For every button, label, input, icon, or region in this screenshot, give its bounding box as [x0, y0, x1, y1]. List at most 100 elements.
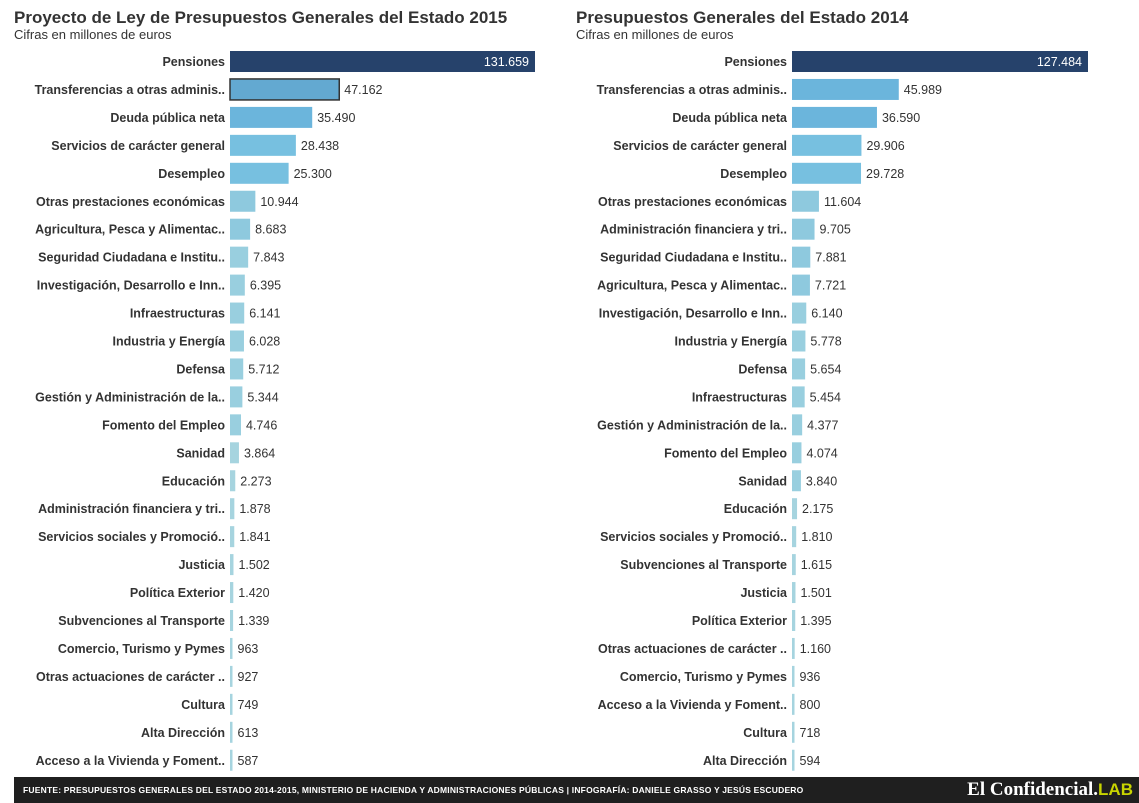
bar[interactable]: [230, 51, 535, 72]
bar-group-industria-y-energia[interactable]: Industria y Energía 6.028: [112, 330, 280, 352]
bar[interactable]: [230, 162, 289, 184]
bar-group-justicia[interactable]: Justicia 1.502: [178, 554, 270, 576]
bar[interactable]: [230, 358, 244, 380]
bar[interactable]: [230, 218, 251, 240]
bar[interactable]: [792, 358, 806, 380]
bar-group-otras-actuaciones-de-caracter[interactable]: Otras actuaciones de carácter .. 927: [36, 665, 258, 687]
bar-group-otras-prestaciones-economicas[interactable]: Otras prestaciones económicas 11.604: [598, 190, 861, 212]
bar[interactable]: [792, 721, 795, 743]
bar-group-comercio-turismo-y-pymes[interactable]: Comercio, Turismo y Pymes 936: [620, 665, 821, 687]
bar[interactable]: [792, 274, 810, 296]
bar-group-politica-exterior[interactable]: Política Exterior 1.395: [692, 610, 832, 631]
bar[interactable]: [792, 134, 862, 156]
bar-group-otras-prestaciones-economicas[interactable]: Otras prestaciones económicas 10.944: [36, 190, 299, 212]
bar-group-educacion[interactable]: Educación 2.175: [724, 498, 834, 520]
bar[interactable]: [792, 246, 811, 268]
bar[interactable]: [792, 637, 795, 659]
bar[interactable]: [792, 302, 807, 324]
bar-group-acceso-a-la-vivienda-y-foment[interactable]: Acceso a la Vivienda y Foment.. 587: [36, 749, 259, 771]
bar[interactable]: [792, 526, 797, 548]
bar[interactable]: [792, 582, 796, 604]
bar-group-cultura[interactable]: Cultura 749: [181, 693, 258, 715]
bar-group-servicios-de-caracter-general[interactable]: Servicios de carácter general 29.906: [613, 134, 905, 156]
bar[interactable]: [230, 554, 234, 576]
bar[interactable]: [230, 274, 245, 296]
bar[interactable]: [792, 442, 802, 464]
bar[interactable]: [230, 721, 233, 743]
bar-group-justicia[interactable]: Justicia 1.501: [740, 582, 832, 604]
bar-group-industria-y-energia[interactable]: Industria y Energía 5.778: [674, 330, 842, 352]
bar[interactable]: [792, 386, 805, 408]
bar[interactable]: [792, 51, 1088, 72]
bar[interactable]: [792, 693, 795, 715]
bar-group-defensa[interactable]: Defensa 5.654: [738, 358, 841, 380]
bar[interactable]: [230, 693, 233, 715]
bar-group-sanidad[interactable]: Sanidad 3.840: [738, 470, 837, 492]
bar-group-fomento-del-empleo[interactable]: Fomento del Empleo 4.746: [102, 414, 277, 436]
bar[interactable]: [230, 637, 233, 659]
bar-group-fomento-del-empleo[interactable]: Fomento del Empleo 4.074: [664, 442, 838, 464]
bar-group-transferencias-a-otras-adminis[interactable]: Transferencias a otras adminis.. 47.162: [35, 78, 383, 101]
bar-group-investigacion-desarrollo-e-inn[interactable]: Investigación, Desarrollo e Inn.. 6.140: [599, 302, 843, 324]
bar-group-infraestructuras[interactable]: Infraestructuras 5.454: [692, 386, 841, 408]
bar-group-administracion-financiera-y-tri[interactable]: Administración financiera y tri.. 1.878: [38, 498, 271, 520]
bar[interactable]: [792, 665, 795, 687]
bar-group-alta-direccion[interactable]: Alta Dirección 613: [141, 721, 258, 743]
bar[interactable]: [230, 498, 235, 520]
bar-group-deuda-publica-neta[interactable]: Deuda pública neta 35.490: [110, 106, 355, 128]
bar[interactable]: [792, 78, 899, 100]
bar[interactable]: [792, 610, 796, 631]
bar-group-seguridad-ciudadana-e-institu[interactable]: Seguridad Ciudadana e Institu.. 7.881: [600, 246, 847, 268]
bar-group-desempleo[interactable]: Desempleo 29.728: [720, 162, 904, 184]
bar[interactable]: [230, 190, 256, 212]
bar-group-pensiones[interactable]: Pensiones 131.659: [162, 51, 535, 72]
bar-group-educacion[interactable]: Educación 2.273: [162, 470, 272, 492]
bar-group-alta-direccion[interactable]: Alta Dirección 594: [703, 749, 820, 771]
bar-group-agricultura-pesca-y-alimentac[interactable]: Agricultura, Pesca y Alimentac.. 7.721: [597, 274, 846, 296]
bar[interactable]: [230, 330, 244, 352]
bar-group-defensa[interactable]: Defensa 5.712: [176, 358, 280, 380]
el-confidencial-lab-logo[interactable]: El Confidencial.LAB: [967, 779, 1133, 801]
bar-group-sanidad[interactable]: Sanidad 3.864: [176, 442, 275, 464]
bar[interactable]: [792, 749, 795, 771]
bar-group-politica-exterior[interactable]: Política Exterior 1.420: [130, 582, 270, 604]
bar-group-subvenciones-al-transporte[interactable]: Subvenciones al Transporte 1.615: [620, 554, 832, 576]
bar-group-otras-actuaciones-de-caracter[interactable]: Otras actuaciones de carácter .. 1.160: [598, 637, 831, 659]
bar-group-deuda-publica-neta[interactable]: Deuda pública neta 36.590: [672, 106, 920, 128]
bar-group-servicios-de-caracter-general[interactable]: Servicios de carácter general 28.438: [51, 134, 339, 156]
bar[interactable]: [230, 134, 296, 156]
bar[interactable]: [792, 498, 798, 520]
bar[interactable]: [792, 554, 796, 576]
bar[interactable]: [230, 582, 234, 604]
bar-group-administracion-financiera-y-tri[interactable]: Administración financiera y tri.. 9.705: [600, 218, 851, 240]
bar[interactable]: [230, 665, 233, 687]
bar-group-seguridad-ciudadana-e-institu[interactable]: Seguridad Ciudadana e Institu.. 7.843: [38, 246, 284, 268]
bar[interactable]: [792, 106, 877, 128]
bar[interactable]: [792, 414, 803, 436]
bar-group-desempleo[interactable]: Desempleo 25.300: [158, 162, 332, 184]
bar[interactable]: [792, 470, 801, 492]
bar[interactable]: [792, 190, 819, 212]
bar-group-servicios-sociales-y-promocio[interactable]: Servicios sociales y Promoció.. 1.810: [600, 526, 833, 548]
bar-group-investigacion-desarrollo-e-inn[interactable]: Investigación, Desarrollo e Inn.. 6.395: [37, 274, 281, 296]
bar[interactable]: [230, 246, 249, 268]
bar-group-gestion-y-administracion-de-la[interactable]: Gestión y Administración de la.. 5.344: [35, 386, 279, 408]
bar[interactable]: [230, 302, 245, 324]
bar[interactable]: [792, 162, 862, 184]
bar-group-gestion-y-administracion-de-la[interactable]: Gestión y Administración de la.. 4.377: [597, 414, 838, 436]
bar-group-servicios-sociales-y-promocio[interactable]: Servicios sociales y Promoció.. 1.841: [38, 526, 271, 548]
bar[interactable]: [230, 414, 241, 436]
bar-group-agricultura-pesca-y-alimentac[interactable]: Agricultura, Pesca y Alimentac.. 8.683: [35, 218, 286, 240]
bar-group-transferencias-a-otras-adminis[interactable]: Transferencias a otras adminis.. 45.989: [597, 78, 942, 100]
bar-group-acceso-a-la-vivienda-y-foment[interactable]: Acceso a la Vivienda y Foment.. 800: [598, 693, 821, 715]
bar[interactable]: [792, 330, 806, 352]
bar[interactable]: [230, 442, 239, 464]
bar[interactable]: [229, 78, 341, 101]
bar[interactable]: [230, 526, 235, 548]
bar[interactable]: [230, 470, 236, 492]
bar[interactable]: [230, 106, 313, 128]
bar-group-subvenciones-al-transporte[interactable]: Subvenciones al Transporte 1.339: [58, 610, 269, 631]
bar-group-infraestructuras[interactable]: Infraestructuras 6.141: [130, 302, 281, 324]
bar-group-comercio-turismo-y-pymes[interactable]: Comercio, Turismo y Pymes 963: [58, 637, 259, 659]
bar[interactable]: [230, 749, 233, 771]
